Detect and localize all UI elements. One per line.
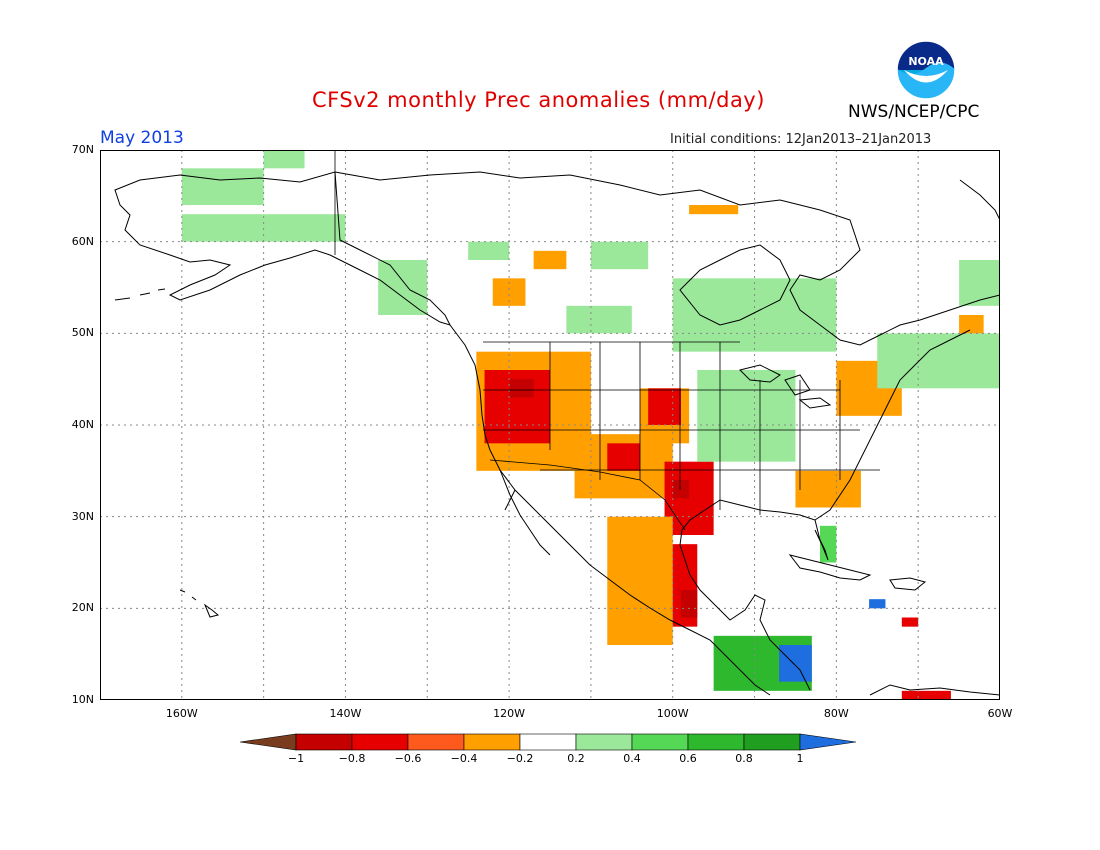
anomaly-florida-green [820, 525, 837, 563]
colorbar-tick-label: 0.6 [679, 752, 697, 765]
anomaly-southeast-orange [795, 470, 861, 508]
coastlines [114, 171, 1000, 696]
anomaly-mexico-darkred [680, 590, 698, 618]
political-borders [334, 150, 880, 531]
precipitation-anomaly-map [100, 150, 1000, 700]
noaa-logo: NOAA [896, 40, 956, 100]
lon-label: 80W [823, 707, 849, 720]
anomaly-bc-green [468, 241, 510, 260]
anomaly-central-america-blue [779, 645, 812, 682]
anomaly-labrador-orange [959, 315, 984, 334]
lon-label: 120W [493, 707, 526, 720]
colorbar-swatch [575, 733, 633, 751]
lon-label: 160W [165, 707, 198, 720]
lat-label: 70N [71, 143, 94, 156]
anomaly-yukon-orange [533, 250, 567, 270]
colorbar-right-arrow [799, 733, 857, 751]
valid-month-label: May 2013 [100, 128, 184, 148]
initial-conditions-label: Initial conditions: 12Jan2013–21Jan2013 [670, 132, 932, 147]
colorbar-tick-label: −0.2 [506, 752, 534, 765]
colorbar-swatch [743, 733, 801, 751]
logo-text: NOAA [908, 55, 944, 68]
colorbar-swatch [351, 733, 409, 751]
colorbar-swatch [631, 733, 689, 751]
anomaly-nunavut-orange [689, 205, 739, 215]
anomaly-yukon-green [263, 150, 305, 169]
anomaly-greenland-green [959, 260, 1000, 306]
colorbar-tick-label: −0.8 [338, 752, 366, 765]
lon-label: 140W [329, 707, 362, 720]
lat-label: 40N [71, 418, 94, 431]
colorbar-tick-label: −1 [287, 752, 305, 765]
anomaly-layer [181, 150, 1000, 700]
agency-label: NWS/NCEP/CPC [848, 102, 980, 122]
lat-label: 10N [71, 693, 94, 706]
anomaly-nwt-green [590, 241, 649, 270]
anomaly-alaska-south-green [181, 214, 346, 242]
anomaly-prairie-green [566, 305, 632, 334]
anomaly-caribbean-blue [869, 599, 886, 609]
anomaly-texas-darkred [672, 480, 690, 499]
anomaly-hispaniola-red [901, 617, 919, 627]
anomaly-ne-canada-green [877, 333, 1000, 389]
colorbar [240, 733, 857, 751]
lon-label: 100W [656, 707, 689, 720]
anomaly-midwest-green [697, 370, 796, 462]
lon-label: 60W [987, 707, 1013, 720]
anomaly-alaska-north-green [181, 168, 264, 205]
lat-label: 50N [71, 326, 94, 340]
colorbar-tick-label: −0.6 [394, 752, 422, 765]
colorbar-swatch [519, 733, 577, 751]
colorbar-left-arrow [240, 733, 297, 751]
colorbar-swatch [295, 733, 353, 751]
colorbar-tick-label: 0.8 [735, 752, 753, 765]
chart-title: CFSv2 monthly Prec anomalies (mm/day) [312, 88, 765, 112]
colorbar-tick-label: 0.4 [623, 752, 641, 765]
lat-label: 20N [71, 601, 94, 615]
grid-lines [100, 150, 1000, 700]
anomaly-plains-red [648, 388, 681, 425]
anomaly-pacific-nw-coast-green [378, 260, 428, 315]
colorbar-tick-label: 1 [796, 752, 804, 765]
colorbar-swatch [463, 733, 521, 751]
anomaly-southwest-red [607, 443, 640, 471]
anomaly-mexico-orange [607, 516, 673, 645]
anomaly-west-us-darkred [509, 379, 534, 398]
lat-label: 30N [71, 509, 94, 523]
colorbar-swatch [407, 733, 465, 751]
colorbar-swatch [687, 733, 745, 751]
colorbar-tick-label: 0.2 [567, 752, 585, 765]
colorbar-tick-label: −0.4 [450, 752, 478, 765]
anomaly-venezuela-mixed [901, 690, 951, 700]
lat-label: 60N [71, 234, 94, 248]
